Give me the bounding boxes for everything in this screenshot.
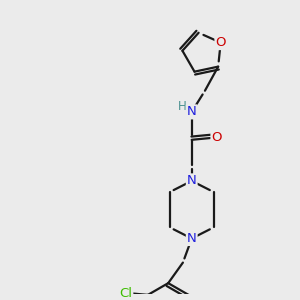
- Text: O: O: [215, 36, 226, 49]
- Text: N: N: [187, 232, 196, 245]
- Text: O: O: [212, 131, 222, 144]
- Text: H: H: [178, 100, 187, 113]
- Text: N: N: [187, 105, 196, 119]
- Text: N: N: [187, 174, 196, 188]
- Text: Cl: Cl: [119, 287, 132, 300]
